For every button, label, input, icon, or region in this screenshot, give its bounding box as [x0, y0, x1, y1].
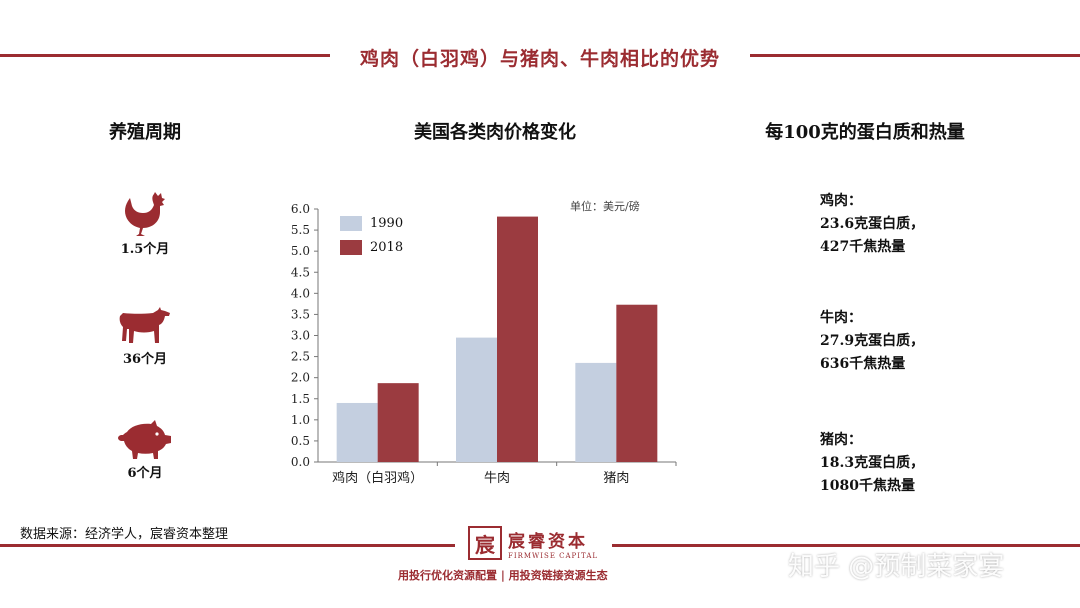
- legend-item-1990: 1990: [340, 216, 403, 231]
- footer-rule-right: [612, 544, 1080, 547]
- protein-value: 27.9克蛋白质，: [820, 333, 925, 349]
- y-tick-label: 3.0: [291, 329, 310, 343]
- bar-1990: [456, 337, 497, 462]
- cow-icon: [119, 307, 170, 343]
- x-tick-label: 猪肉: [603, 471, 629, 486]
- x-tick-label: 牛肉: [484, 471, 510, 486]
- protein-beef: 牛肉： 27.9克蛋白质， 636千焦热量: [820, 307, 924, 376]
- y-tick-label: 3.5: [291, 307, 310, 321]
- chicken-icon: [125, 192, 165, 236]
- y-tick-label: 4.5: [291, 265, 310, 279]
- y-tick-label: 5.5: [291, 223, 310, 237]
- y-tick-label: 2.0: [291, 371, 310, 385]
- protein-value: 18.3克蛋白质，: [820, 455, 925, 471]
- bar-1990: [336, 402, 378, 462]
- source-note: 数据来源：经济学人，宸睿资本整理: [20, 527, 229, 542]
- bar-1990: [575, 362, 617, 462]
- logo-name-en: FIRMWISE CAPITAL: [508, 551, 599, 560]
- y-tick-label: 1.5: [291, 392, 310, 406]
- cycle-item-pig: 6个月: [100, 420, 190, 481]
- protein-name: 鸡肉：: [820, 193, 862, 209]
- watermark: 知乎 @预制菜家宴: [788, 552, 1005, 582]
- title-rule-left: [0, 54, 330, 57]
- cycle-item-cow: 36个月: [100, 306, 190, 367]
- legend-swatch-1990: [340, 216, 362, 231]
- x-tick-label: 鸡肉（白羽鸡）: [332, 470, 423, 486]
- bar-2018: [616, 304, 658, 462]
- protein-chicken: 鸡肉： 23.6克蛋白质， 427千焦热量: [820, 190, 924, 259]
- pig-icon: [118, 420, 171, 459]
- legend-swatch-2018: [340, 240, 362, 255]
- cycle-heading: 养殖周期: [109, 122, 181, 143]
- y-tick-label: 5.0: [291, 244, 310, 258]
- legend-item-2018: 2018: [340, 240, 403, 255]
- footer-rule-left: [0, 544, 455, 547]
- energy-value: 427千焦热量: [820, 239, 906, 255]
- price-bar-chart: 0.0 0.5 1.0 1.5 2.0 2.5 3.0 3.5 4.0 4.5 5.0 5.5 6.0 鸡…: [291, 202, 677, 486]
- legend-label-2018: 2018: [370, 240, 404, 255]
- y-tick-label: 4.0: [291, 286, 310, 300]
- y-tick-label: 2.5: [291, 350, 310, 364]
- cycle-item-chicken: 1.5个月: [100, 190, 190, 257]
- energy-value: 1080千焦热量: [820, 478, 915, 494]
- protein-value: 23.6克蛋白质，: [820, 216, 925, 232]
- chart-unit-label: 单位：美元/磅: [570, 200, 640, 213]
- y-tick-label: 1.0: [291, 413, 310, 427]
- price-heading: 美国各类肉价格变化: [414, 122, 576, 143]
- protein-name: 猪肉：: [820, 432, 862, 448]
- logo-seal: 宸: [468, 526, 502, 560]
- page-title: 鸡肉（白羽鸡）与猪肉、牛肉相比的优势: [359, 48, 720, 70]
- cycle-label: 1.5个月: [120, 242, 170, 257]
- protein-pork: 猪肉： 18.3克蛋白质， 1080千焦热量: [820, 429, 924, 498]
- title-rule-right: [750, 54, 1080, 57]
- protein-heading: 每100克的蛋白质和热量: [765, 122, 965, 143]
- cycle-label: 36个月: [122, 352, 168, 367]
- bar-2018: [377, 383, 419, 462]
- y-tick-label: 0.0: [291, 455, 310, 469]
- logo-name-cn: 宸睿资本: [508, 531, 588, 552]
- cycle-label: 6个月: [127, 466, 163, 481]
- y-tick-label: 0.5: [291, 434, 310, 448]
- bar-2018: [497, 216, 538, 462]
- energy-value: 636千焦热量: [820, 356, 906, 372]
- company-logo: 宸 宸睿资本 FIRMWISE CAPITAL: [468, 526, 598, 560]
- slogan: 用投行优化资源配置 | 用投资链接资源生态: [398, 569, 608, 582]
- protein-name: 牛肉：: [820, 310, 862, 326]
- legend-label-1990: 1990: [370, 216, 404, 231]
- y-tick-label: 6.0: [291, 202, 310, 216]
